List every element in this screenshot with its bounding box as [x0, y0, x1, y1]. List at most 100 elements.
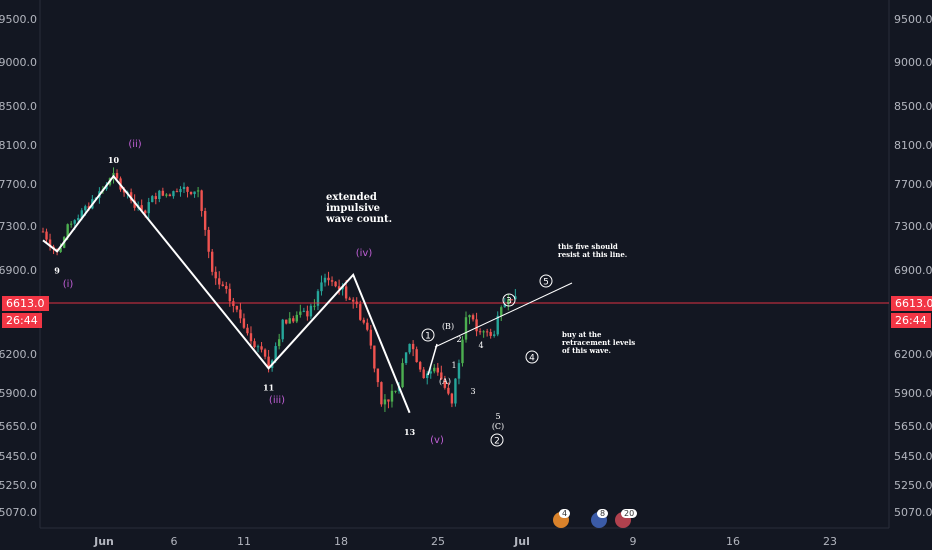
y-tick-label: 8100.0	[0, 139, 37, 152]
x-tick-label: 16	[726, 535, 740, 548]
event-badge-icon[interactable]: 8	[591, 509, 609, 528]
event-badge-count: 4	[559, 509, 571, 518]
wave-labels: 9101113(i)(ii)(iii)(iv)(v)12345(A)(B)(C)…	[54, 139, 635, 447]
y-tick-label: 5900.0	[0, 387, 37, 400]
candle-body	[408, 343, 411, 353]
wave-degree-label: (iv)	[356, 248, 373, 259]
candle-body	[471, 315, 475, 320]
wave-degree-label: (ii)	[128, 139, 141, 150]
candle-body	[228, 288, 232, 302]
y-tick-label: 6200.0	[894, 348, 932, 361]
y-tick-label: 8100.0	[894, 139, 932, 152]
candle-body	[165, 194, 168, 196]
candle-body	[225, 285, 228, 289]
candle-body	[507, 299, 510, 305]
candle-body	[203, 210, 207, 230]
candle-body	[73, 220, 76, 224]
candle-body	[352, 299, 355, 302]
candle-body	[429, 371, 432, 374]
event-badge-icon[interactable]: 20	[615, 509, 638, 528]
candle-body	[122, 189, 126, 193]
circled-wave-number: 4	[529, 354, 535, 364]
right-price-ticks: 5070.0 5250.0 5450.0 5650.0 5900.0 6200.0 6900…	[894, 13, 932, 519]
y-tick-label: 9500.0	[894, 13, 932, 26]
candle-body	[77, 218, 80, 221]
wave-degree-label: (v)	[430, 435, 444, 446]
candle-body	[168, 194, 172, 197]
candle-body	[292, 318, 295, 322]
candle-body	[415, 349, 418, 363]
candle-body	[285, 319, 288, 324]
candle-body	[302, 310, 306, 312]
y-tick-label: 6900.0	[894, 264, 932, 277]
circled-wave-number: 5	[543, 278, 549, 288]
circled-wave-marker	[490, 433, 504, 447]
annotation-extended: extended	[326, 192, 377, 203]
x-tick-label: Jun	[93, 535, 114, 548]
candle-body	[387, 399, 390, 402]
candle-body	[133, 200, 136, 208]
x-tick-label: 11	[237, 535, 251, 548]
candle-body	[144, 210, 147, 214]
candle-body	[485, 331, 489, 333]
candle-body	[362, 319, 365, 323]
candle-body	[281, 319, 284, 340]
wave-point-label: 9	[54, 265, 60, 275]
circled-wave-marker	[539, 274, 553, 288]
candle-body	[323, 277, 327, 283]
candle-body	[154, 196, 157, 200]
countdown-label-left: 26:44	[2, 313, 42, 328]
candle-body	[496, 315, 499, 335]
candle-body	[390, 390, 394, 402]
candle-body	[242, 318, 246, 328]
resistance-line	[434, 282, 573, 348]
candle-body	[478, 331, 482, 333]
y-tick-label: 8500.0	[0, 100, 37, 113]
candle-body	[151, 196, 154, 203]
candle-body	[158, 190, 161, 200]
minor-wave-label: (C)	[492, 422, 504, 431]
candle-body	[140, 205, 143, 211]
wave-degree-label: (i)	[63, 279, 74, 290]
y-tick-label: 5650.0	[894, 420, 932, 433]
x-tick-label: 9	[630, 535, 637, 548]
wave-point-label: 13	[404, 427, 416, 437]
candle-body	[404, 352, 408, 364]
candle-body	[436, 367, 439, 373]
event-badge-count: 20	[621, 509, 638, 518]
candle-body	[196, 190, 200, 192]
candle-body	[454, 378, 457, 404]
candle-body	[344, 286, 348, 299]
event-badges: 4 8 20	[553, 509, 638, 528]
candle-body	[246, 327, 249, 334]
candle-body	[232, 301, 235, 306]
candle-body	[510, 299, 514, 301]
candle-body	[207, 229, 210, 252]
candle-body	[295, 314, 298, 322]
y-tick-label: 5650.0	[0, 420, 37, 433]
candle-body	[493, 334, 496, 336]
event-badge-icon[interactable]: 4	[553, 509, 571, 528]
y-tick-label: 5450.0	[0, 450, 37, 463]
candle-body	[48, 239, 52, 247]
candle-body	[401, 363, 404, 388]
candle-body	[277, 339, 281, 347]
candle-body	[186, 186, 189, 192]
wave-path	[42, 174, 411, 414]
candle-body	[327, 277, 330, 281]
candle-body	[41, 231, 45, 233]
candle-body	[447, 387, 450, 394]
candle-body	[337, 286, 341, 290]
left-price-ticks: 5070.0 5250.0 5450.0 5650.0 5900.0 6200.0 6900…	[0, 13, 37, 519]
candle-body	[260, 346, 263, 350]
candle-body	[161, 190, 165, 196]
candle-body	[348, 298, 351, 300]
candle-body	[359, 304, 362, 320]
candle-body	[320, 282, 323, 292]
candle-body	[433, 367, 436, 372]
circled-wave-number: 3	[506, 297, 512, 307]
candle-body	[200, 190, 203, 211]
candle-body	[440, 372, 443, 380]
y-tick-label: 5070.0	[0, 506, 37, 519]
